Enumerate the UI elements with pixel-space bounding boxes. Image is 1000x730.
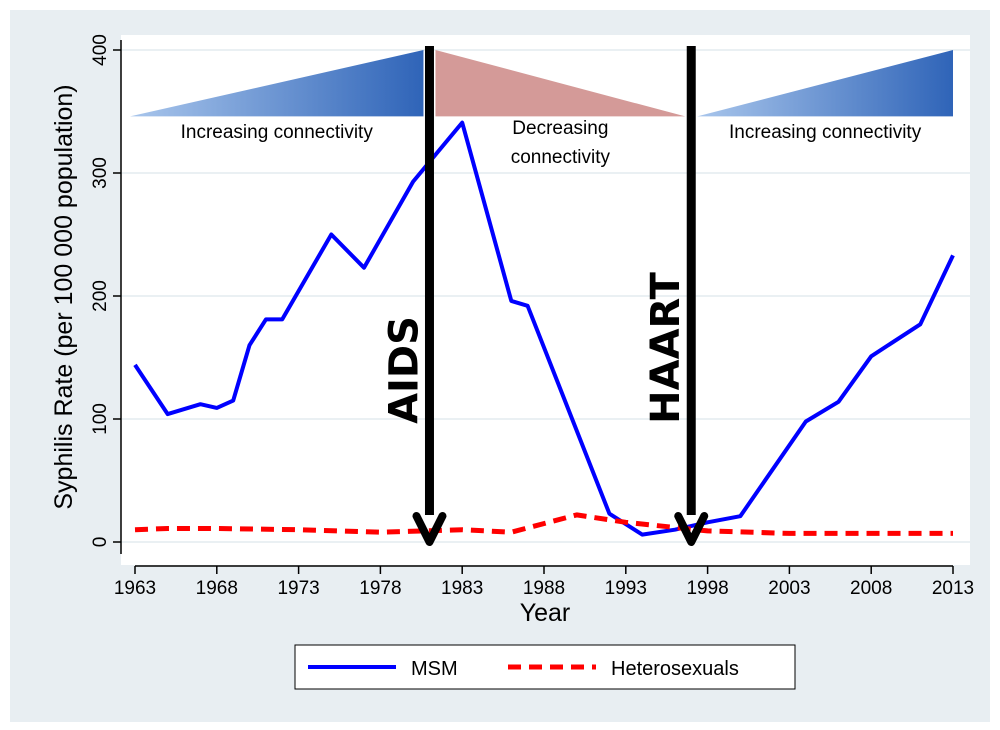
connectivity-label-1: Increasing connectivity (181, 122, 374, 143)
legend-label-heterosexuals: Heterosexuals (611, 658, 739, 680)
x-tick-label-1973: 1973 (277, 578, 319, 599)
x-tick-label-1993: 1993 (605, 578, 647, 599)
plot-region (121, 35, 970, 565)
x-tick-label-1968: 1968 (196, 578, 238, 599)
connectivity-label-2: Decreasing connectivity (511, 118, 611, 168)
x-tick-label-2008: 2008 (850, 578, 892, 599)
y-tick-label-300: 300 (90, 157, 111, 189)
connectivity-bands: Increasing connectivity Decreasing connect… (130, 50, 953, 168)
connectivity-wedge-1 (130, 50, 424, 117)
gridlines (121, 49, 970, 543)
x-tick-label-1978: 1978 (359, 578, 401, 599)
event-arrows: AIDS HAART (381, 46, 709, 546)
x-tick-label-1983: 1983 (441, 578, 483, 599)
legend: MSM Heterosexuals (294, 644, 796, 690)
y-axis-title: Syphilis Rate (per 100 000 population) (50, 84, 78, 509)
series-line-heterosexuals (134, 512, 953, 536)
x-tick-label-1963: 1963 (114, 578, 156, 599)
event-label-aids: AIDS (381, 316, 427, 424)
legend-label-msm: MSM (411, 658, 458, 680)
y-tick-label-0: 0 (90, 537, 111, 548)
connectivity-wedge-3 (697, 50, 953, 117)
series-line-msm (133, 120, 955, 537)
x-axis-ticks: 1963 1968 1973 1978 1983 1988 1993 1998 2003 2008… (114, 566, 974, 599)
x-tick-label-2003: 2003 (768, 578, 810, 599)
x-tick-label-1998: 1998 (686, 578, 728, 599)
y-axis-ticks: 0 100 200 300 400 (90, 34, 121, 547)
x-tick-label-1988: 1988 (523, 578, 565, 599)
x-tick-label-2013: 2013 (932, 578, 974, 599)
x-axis-title: Year (520, 599, 571, 627)
connectivity-label-3: Increasing connectivity (729, 122, 922, 143)
connectivity-wedge-2 (435, 50, 686, 117)
y-tick-label-400: 400 (90, 34, 111, 66)
series-lines (133, 120, 955, 537)
y-tick-label-100: 100 (90, 403, 111, 435)
event-label-haart: HAART (643, 271, 689, 423)
event-arrowhead-aids (412, 512, 447, 546)
event-arrowhead-haart (674, 512, 709, 546)
y-tick-label-200: 200 (90, 280, 111, 312)
